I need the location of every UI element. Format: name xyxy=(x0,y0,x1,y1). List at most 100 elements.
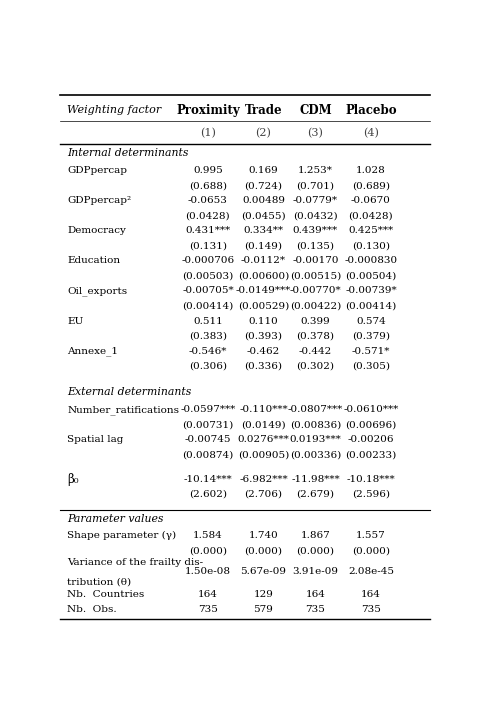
Text: Weighting factor: Weighting factor xyxy=(67,105,162,115)
Text: External determinants: External determinants xyxy=(67,387,192,397)
Text: -0.00206: -0.00206 xyxy=(348,436,394,444)
Text: 164: 164 xyxy=(361,590,381,599)
Text: (0.378): (0.378) xyxy=(296,332,334,341)
Text: -0.462: -0.462 xyxy=(247,346,280,356)
Text: -0.0670: -0.0670 xyxy=(351,197,391,205)
Text: (0.302): (0.302) xyxy=(296,362,334,370)
Text: β₀: β₀ xyxy=(67,473,79,486)
Text: CDM: CDM xyxy=(299,104,332,117)
Text: (0.000): (0.000) xyxy=(296,546,334,555)
Text: -6.982***: -6.982*** xyxy=(239,475,288,484)
Text: -0.442: -0.442 xyxy=(299,346,332,356)
Text: (2.596): (2.596) xyxy=(352,490,390,499)
Text: 1.740: 1.740 xyxy=(249,531,278,540)
Text: -0.00170: -0.00170 xyxy=(292,257,338,265)
Text: -0.0653: -0.0653 xyxy=(188,197,228,205)
Text: (1): (1) xyxy=(200,127,216,138)
Text: 735: 735 xyxy=(361,605,381,614)
Text: (2.679): (2.679) xyxy=(296,490,334,499)
Text: -0.000706: -0.000706 xyxy=(181,257,235,265)
Text: 5.67e-09: 5.67e-09 xyxy=(240,568,286,576)
Text: (0.00515): (0.00515) xyxy=(290,271,341,281)
Text: 0.431***: 0.431*** xyxy=(185,226,230,235)
Text: -10.14***: -10.14*** xyxy=(184,475,232,484)
Text: (2.706): (2.706) xyxy=(245,490,282,499)
Text: -0.000830: -0.000830 xyxy=(344,257,398,265)
Text: 164: 164 xyxy=(305,590,326,599)
Text: (0.336): (0.336) xyxy=(245,362,282,370)
Text: (2): (2) xyxy=(256,127,272,138)
Text: Nb.  Obs.: Nb. Obs. xyxy=(67,605,117,614)
Text: 579: 579 xyxy=(253,605,273,614)
Text: 1.50e-08: 1.50e-08 xyxy=(185,568,231,576)
Text: Number_ratifications: Number_ratifications xyxy=(67,405,179,414)
Text: -0.0779*: -0.0779* xyxy=(293,197,338,205)
Text: (2.602): (2.602) xyxy=(189,490,227,499)
Text: 1.028: 1.028 xyxy=(356,166,386,175)
Text: GDPpercap: GDPpercap xyxy=(67,166,127,175)
Text: 735: 735 xyxy=(305,605,326,614)
Text: 0.399: 0.399 xyxy=(301,317,330,325)
Text: 0.00489: 0.00489 xyxy=(242,197,285,205)
Text: 2.08e-45: 2.08e-45 xyxy=(348,568,394,576)
Text: GDPpercap²: GDPpercap² xyxy=(67,197,131,205)
Text: (0.00836): (0.00836) xyxy=(290,420,341,429)
Text: (0.000): (0.000) xyxy=(189,546,227,555)
Text: (0.393): (0.393) xyxy=(245,332,282,341)
Text: Trade: Trade xyxy=(245,104,282,117)
Text: (0.00529): (0.00529) xyxy=(238,301,289,310)
Text: -0.0149***: -0.0149*** xyxy=(236,286,291,296)
Text: -0.00705*: -0.00705* xyxy=(182,286,234,296)
Text: 735: 735 xyxy=(198,605,218,614)
Text: 129: 129 xyxy=(253,590,273,599)
Text: (0.00422): (0.00422) xyxy=(290,301,341,310)
Text: (0.00414): (0.00414) xyxy=(345,301,397,310)
Text: (0.0455): (0.0455) xyxy=(241,211,286,221)
Text: -0.0112*: -0.0112* xyxy=(241,257,286,265)
Text: (0.383): (0.383) xyxy=(189,332,227,341)
Text: 0.425***: 0.425*** xyxy=(348,226,393,235)
Text: EU: EU xyxy=(67,317,83,325)
Text: 0.110: 0.110 xyxy=(249,317,278,325)
Text: (0.00504): (0.00504) xyxy=(345,271,397,281)
Text: Shape parameter (γ): Shape parameter (γ) xyxy=(67,531,176,540)
Text: Parameter values: Parameter values xyxy=(67,514,163,524)
Text: (0.00731): (0.00731) xyxy=(182,420,234,429)
Text: 164: 164 xyxy=(198,590,218,599)
Text: Internal determinants: Internal determinants xyxy=(67,148,189,158)
Text: -0.110***: -0.110*** xyxy=(239,405,288,414)
Text: 0.439***: 0.439*** xyxy=(293,226,338,235)
Text: (0.689): (0.689) xyxy=(352,181,390,190)
Text: (3): (3) xyxy=(307,127,323,138)
Text: 0.995: 0.995 xyxy=(193,166,223,175)
Text: Annexe_1: Annexe_1 xyxy=(67,346,118,356)
Text: (0.149): (0.149) xyxy=(245,241,282,250)
Text: 1.584: 1.584 xyxy=(193,531,223,540)
Text: Proximity: Proximity xyxy=(176,104,240,117)
Text: (0.00233): (0.00233) xyxy=(345,450,397,460)
Text: (0.724): (0.724) xyxy=(245,181,282,190)
Text: (0.131): (0.131) xyxy=(189,241,227,250)
Text: (0.00503): (0.00503) xyxy=(182,271,234,281)
Text: (0.135): (0.135) xyxy=(296,241,334,250)
Text: (0.00874): (0.00874) xyxy=(182,450,234,460)
Text: -11.98***: -11.98*** xyxy=(291,475,340,484)
Text: (0.00696): (0.00696) xyxy=(345,420,397,429)
Text: Nb.  Countries: Nb. Countries xyxy=(67,590,144,599)
Text: (0.0432): (0.0432) xyxy=(293,211,337,221)
Text: -0.571*: -0.571* xyxy=(352,346,390,356)
Text: (0.0428): (0.0428) xyxy=(348,211,393,221)
Text: (0.000): (0.000) xyxy=(352,546,390,555)
Text: (0.000): (0.000) xyxy=(245,546,282,555)
Text: tribution (θ): tribution (θ) xyxy=(67,577,131,586)
Text: 0.334**: 0.334** xyxy=(243,226,283,235)
Text: -0.0610***: -0.0610*** xyxy=(343,405,399,414)
Text: -0.546*: -0.546* xyxy=(189,346,227,356)
Text: Democracy: Democracy xyxy=(67,226,126,235)
Text: (0.130): (0.130) xyxy=(352,241,390,250)
Text: 0.0276***: 0.0276*** xyxy=(238,436,289,444)
Text: Spatial lag: Spatial lag xyxy=(67,436,123,444)
Text: 0.511: 0.511 xyxy=(193,317,223,325)
Text: (0.00336): (0.00336) xyxy=(290,450,341,460)
Text: 0.169: 0.169 xyxy=(249,166,278,175)
